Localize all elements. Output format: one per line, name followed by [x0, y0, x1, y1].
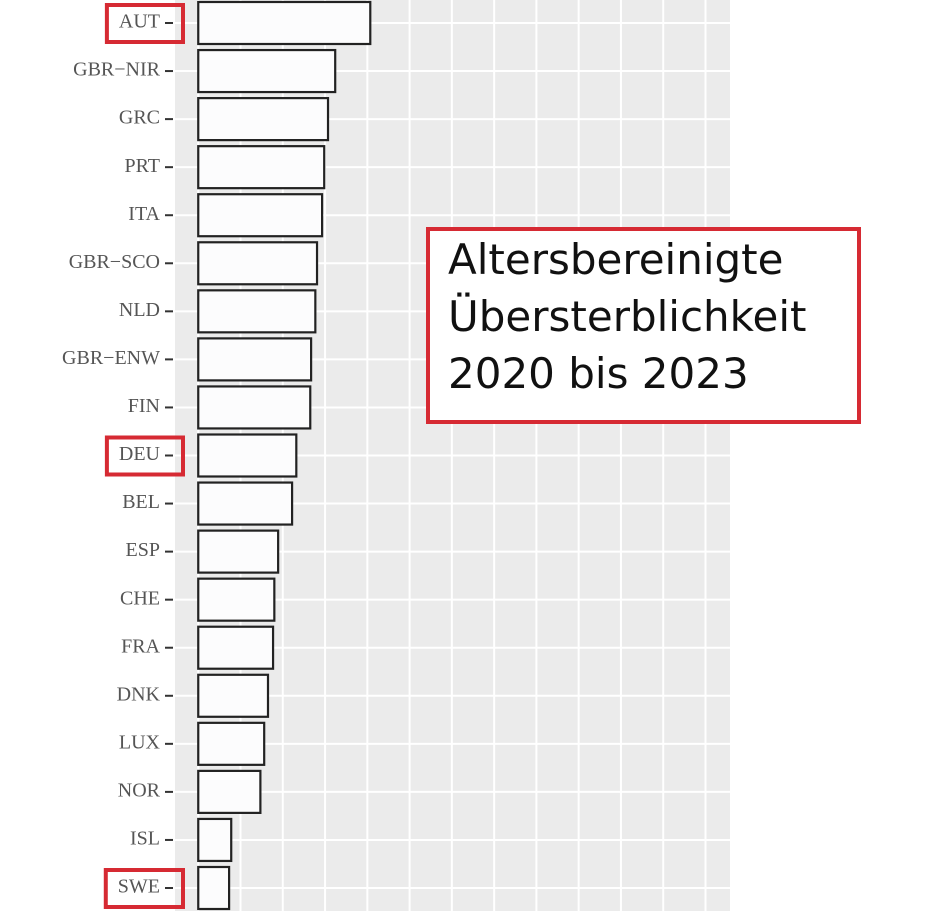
bar	[197, 673, 270, 718]
annotation-box	[426, 227, 861, 424]
y-tick-label: GRC	[119, 107, 160, 129]
y-tick-label: PRT	[125, 155, 160, 177]
y-tick-label: FRA	[121, 635, 160, 657]
y-tick-label: DNK	[117, 683, 161, 705]
bar	[197, 529, 280, 574]
bar	[197, 433, 298, 478]
y-tick-label: ISL	[130, 828, 160, 850]
annotation-line: 2020 bis 2023	[448, 349, 749, 398]
bar	[197, 865, 231, 911]
bar	[197, 577, 276, 622]
annotation-line: Übersterblichkeit	[448, 291, 806, 341]
bar	[197, 97, 330, 142]
bar	[197, 289, 317, 334]
bar	[197, 481, 294, 526]
y-tick-label: LUX	[119, 731, 161, 753]
y-tick-label: FIN	[128, 395, 160, 417]
bar	[197, 721, 266, 766]
y-tick-label: GBR−NIR	[73, 59, 161, 81]
bars	[197, 0, 372, 911]
y-tick-label: NLD	[119, 299, 160, 321]
y-tick-label: BEL	[122, 491, 160, 513]
y-tick-label: CHE	[120, 587, 160, 609]
bar	[197, 145, 326, 190]
annotation-line: Altersbereinigte	[448, 235, 783, 284]
highlight-box	[103, 868, 185, 909]
bar	[197, 769, 262, 814]
bar	[197, 193, 324, 238]
bar	[197, 337, 313, 382]
bar	[197, 0, 372, 46]
bar	[197, 625, 275, 670]
y-tick-label: ITA	[128, 203, 160, 225]
bar	[197, 385, 312, 430]
y-tick-label: SWE	[118, 876, 160, 898]
y-tick-label: DEU	[119, 443, 161, 465]
bar	[197, 241, 319, 286]
y-tick-label: AUT	[119, 11, 160, 33]
y-tick-label: GBR−ENW	[62, 347, 160, 369]
bar	[197, 817, 233, 863]
y-tick-label: GBR−SCO	[69, 251, 160, 273]
highlight-box	[104, 435, 185, 477]
y-tick-label: ESP	[126, 539, 160, 561]
y-tick-label: NOR	[118, 779, 161, 801]
bar	[197, 48, 337, 94]
highlight-box	[104, 3, 185, 44]
